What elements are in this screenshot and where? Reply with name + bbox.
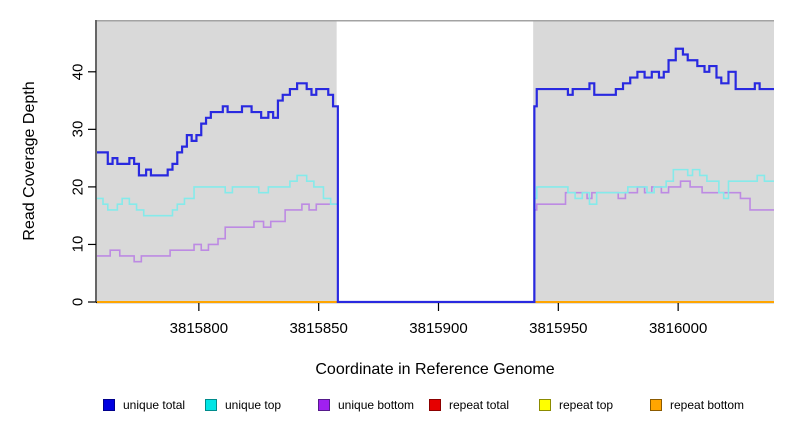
- legend-swatch-icon: [429, 399, 441, 411]
- legend-label: unique total: [123, 398, 186, 412]
- legend-item-unique-total: unique total: [103, 398, 185, 412]
- legend-label: repeat top: [559, 398, 614, 412]
- legend-swatch-icon: [539, 399, 551, 411]
- legend-swatch-icon: [103, 399, 115, 411]
- legend-swatch-icon: [318, 399, 330, 411]
- x-axis-title: Coordinate in Reference Genome: [315, 361, 555, 378]
- x-tick-label: 3816000: [648, 320, 708, 337]
- y-tick-label: 20: [69, 178, 87, 196]
- legend-swatch-icon: [650, 399, 662, 411]
- legend-item-repeat-top: repeat top: [539, 398, 613, 412]
- legend-swatch-icon: [205, 399, 217, 411]
- legend-item-repeat-bottom: repeat bottom: [650, 398, 744, 412]
- legend-item-unique-bottom: unique bottom: [318, 398, 414, 412]
- y-tick-label: 40: [69, 63, 87, 81]
- legend-item-unique-top: unique top: [205, 398, 281, 412]
- legend-label: unique bottom: [338, 398, 415, 412]
- legend-label: repeat total: [449, 398, 510, 412]
- x-tick-label: 3815800: [169, 320, 229, 337]
- legend-label: unique top: [225, 398, 282, 412]
- y-tick-label: 30: [69, 121, 87, 138]
- y-tick-label: 0: [69, 297, 87, 307]
- y-tick-label: 10: [69, 236, 87, 253]
- x-tick-label: 3815950: [529, 320, 588, 337]
- series-unique-bottom: [97, 180, 774, 303]
- x-tick-label: 3815900: [409, 320, 468, 337]
- x-tick-label: 3815850: [289, 320, 348, 337]
- y-axis-title: Read Coverage Depth: [21, 81, 38, 241]
- series-unique-total: [97, 47, 774, 303]
- legend-item-repeat-total: repeat total: [429, 398, 509, 412]
- masked-gap-region: [336, 21, 534, 302]
- legend-label: repeat bottom: [670, 398, 745, 412]
